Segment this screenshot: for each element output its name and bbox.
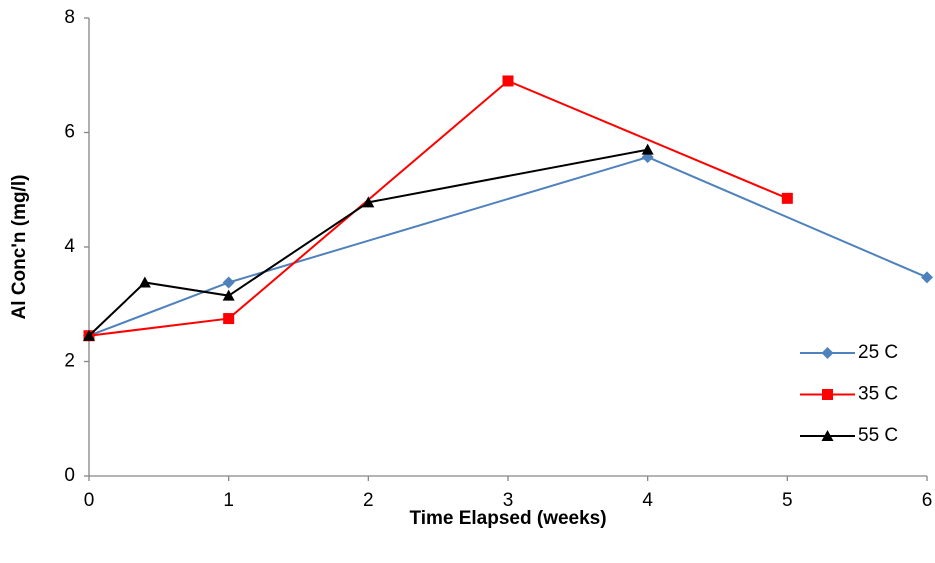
x-tick-label: 2 [363,490,374,511]
x-tick-label: 0 [84,490,95,511]
x-tick-label: 5 [782,490,793,511]
legend-marker [822,389,833,400]
legend-label: 25 C [858,342,898,363]
legend-label: 35 C [858,384,898,405]
series-line [88,79,788,337]
x-tick-label: 3 [503,490,514,511]
y-tick-label: 8 [64,7,75,28]
y-tick-label: 6 [64,122,75,143]
marker [502,75,514,87]
y-tick-label: 2 [64,351,75,372]
legend-label: 55 C [858,425,898,446]
marker [362,196,375,208]
marker [83,329,95,341]
y-axis-title: Al Conc'n (mg/l) [9,175,30,320]
legend-marker [821,430,834,441]
legend-marker [821,347,834,359]
marker [223,313,235,325]
marker [138,276,151,288]
x-tick-label: 1 [223,490,234,511]
y-tick-label: 0 [64,465,75,486]
marker [222,289,235,301]
series-line [88,148,648,337]
x-tick-label: 4 [642,490,653,511]
marker [222,276,235,289]
marker [921,271,933,284]
series-line [88,156,928,337]
y-tick-label: 4 [64,236,75,257]
marker [781,192,793,204]
x-tick-label: 6 [922,490,933,511]
marker [641,143,654,155]
x-axis-title: Time Elapsed (weeks) [409,508,606,529]
